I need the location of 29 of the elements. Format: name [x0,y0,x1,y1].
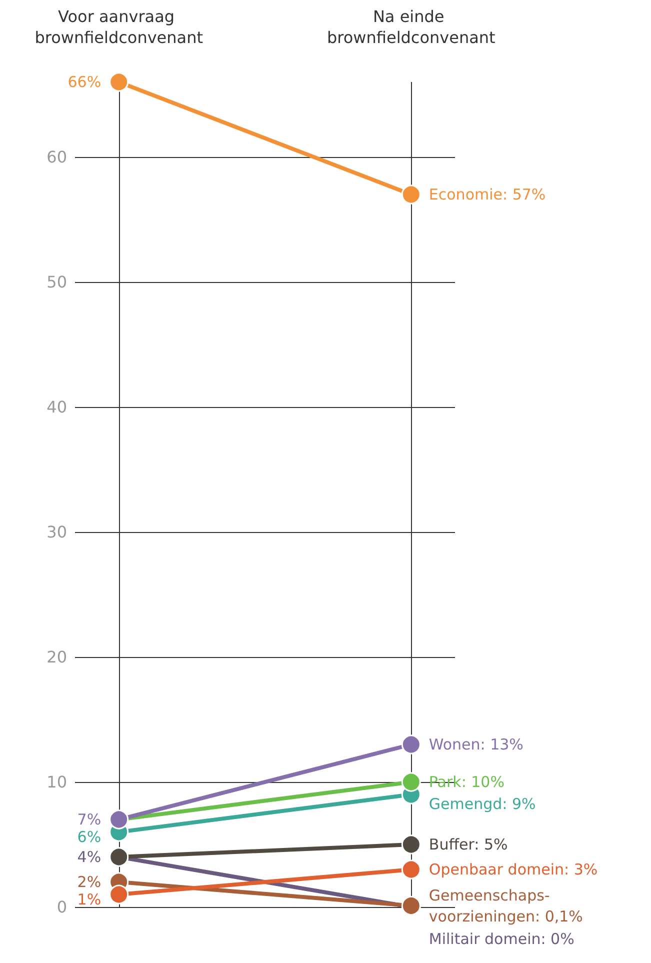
y-tick-label: 40 [46,398,67,416]
x-tick-label: Na einde brownfieldconvenant [326,7,496,47]
y-tick-label: 10 [46,772,67,792]
data-label: Wonen: 13% [428,736,524,754]
point [401,772,421,792]
data-label: 7% [77,810,102,828]
data-label: 66% [68,73,102,91]
y-tick-label: 20 [46,648,67,666]
data-label: 4% [77,848,102,866]
data-label: Gemeenschaps-voorzieningen: 0,1% [428,886,583,926]
data-label: 2% [77,873,102,891]
point [109,884,129,904]
y-tick-label: 50 [46,272,67,292]
y-tick-label: 60 [46,148,67,166]
point [401,734,421,754]
data-label: Economie: 57% [428,186,546,204]
data-label: Gemengd: 9% [428,795,536,813]
point [109,72,129,92]
point [401,834,421,854]
data-label: Openbaar domein: 3% [428,860,598,878]
data-label: Buffer: 5% [428,836,508,854]
y-tick-label: 0 [56,898,67,916]
data-label: Militair domein: 0% [428,930,574,948]
data-label: 6% [77,828,102,846]
data-label: 1% [77,890,102,908]
x-tick-label: Voor aanvraag brownfieldconvenant [34,7,204,47]
point [401,184,421,204]
point [401,860,421,880]
y-tick-label: 30 [46,522,67,542]
